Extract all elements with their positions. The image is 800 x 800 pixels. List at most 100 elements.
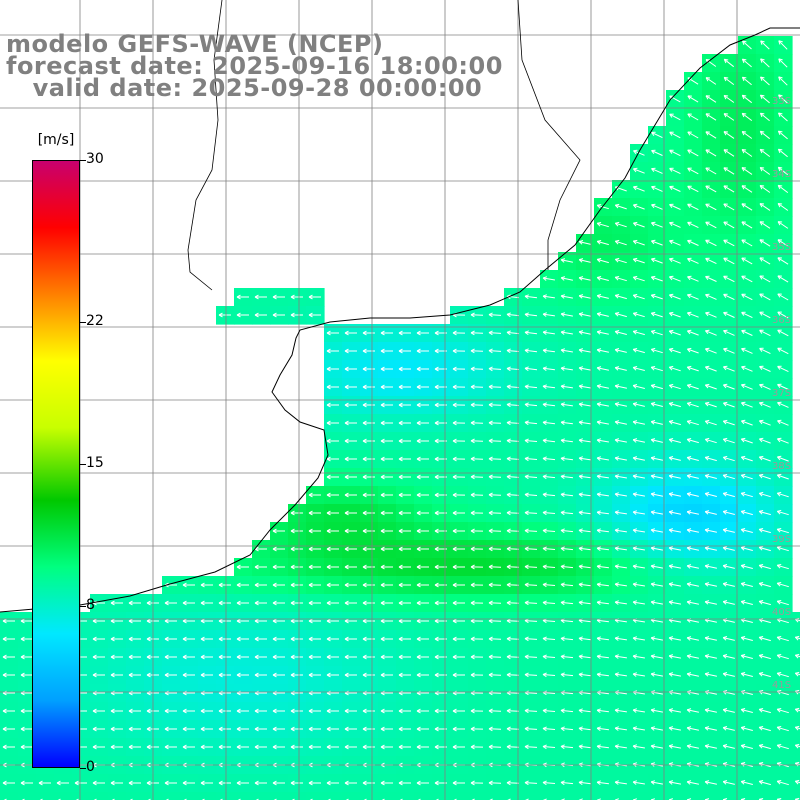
wind-arrow <box>741 58 752 68</box>
wind-arrow <box>560 528 574 534</box>
wind-arrow <box>506 438 520 444</box>
latitude-label: 41S <box>772 680 791 691</box>
wind-arrow <box>560 384 573 389</box>
wind-arrow <box>632 420 646 425</box>
wind-arrow <box>398 438 411 444</box>
wind-arrow <box>470 330 484 336</box>
wind-speed-cell <box>0 792 19 800</box>
wind-arrow <box>632 366 645 371</box>
wind-arrow <box>470 438 484 444</box>
wind-arrow <box>740 492 753 498</box>
wind-arrow <box>723 329 735 336</box>
wind-arrow <box>290 546 303 552</box>
wind-arrow <box>741 383 753 390</box>
wind-arrow <box>633 203 645 210</box>
wind-arrow <box>740 546 753 551</box>
wind-arrow <box>723 221 735 229</box>
wind-arrow <box>740 510 753 516</box>
wind-arrow <box>272 528 285 534</box>
wind-arrow <box>614 348 627 353</box>
latitude-label: 39S <box>772 534 791 545</box>
wind-arrow <box>650 546 663 551</box>
wind-arrow <box>326 330 339 336</box>
wind-speed-cell <box>324 792 343 800</box>
wind-arrow <box>686 546 699 551</box>
wind-arrow <box>705 221 717 229</box>
wind-arrow <box>398 528 411 534</box>
wind-arrow <box>669 293 681 300</box>
wind-arrow <box>651 257 663 264</box>
wind-arrow <box>778 112 788 122</box>
wind-arrow <box>650 384 663 390</box>
wind-arrow <box>236 312 249 318</box>
wind-arrow <box>542 510 556 516</box>
wind-arrow <box>524 474 538 480</box>
wind-speed-cell <box>792 630 800 649</box>
wind-arrow <box>542 312 555 317</box>
wind-arrow <box>398 348 411 354</box>
wind-arrow <box>380 510 393 516</box>
wind-arrow <box>650 366 663 372</box>
wind-arrow <box>759 401 771 408</box>
wind-arrow <box>596 546 609 551</box>
wind-arrow <box>741 347 753 354</box>
wind-arrow <box>687 185 699 193</box>
wind-arrow <box>344 348 357 354</box>
wind-arrow <box>380 456 393 462</box>
wind-arrow <box>759 185 771 193</box>
wind-arrow <box>272 564 285 570</box>
wind-arrow <box>290 528 303 534</box>
wind-arrow <box>704 437 717 444</box>
wind-speed-cell <box>54 792 73 800</box>
wind-arrow <box>722 546 735 551</box>
wind-arrow <box>344 456 357 462</box>
wind-arrow <box>722 455 735 462</box>
wind-arrow <box>759 167 771 175</box>
wind-arrow <box>741 221 753 229</box>
wind-arrow <box>326 564 339 570</box>
wind-speed-cell <box>342 792 361 800</box>
wind-arrow <box>777 166 789 176</box>
wind-arrow <box>578 294 592 299</box>
wind-arrow <box>723 149 735 157</box>
wind-speed-cell <box>792 720 800 739</box>
wind-arrow <box>506 528 520 534</box>
wind-speed-cell <box>414 792 433 800</box>
wind-arrow <box>759 329 771 337</box>
wind-arrow <box>326 402 339 408</box>
wind-arrow <box>560 294 573 299</box>
wind-arrow <box>633 167 645 174</box>
wind-arrow <box>452 564 465 570</box>
wind-arrow <box>362 474 375 480</box>
wind-arrow <box>722 474 735 480</box>
wind-arrow <box>668 365 681 372</box>
wind-arrow <box>704 456 717 462</box>
wind-arrow <box>524 438 538 444</box>
wind-arrow <box>380 330 393 336</box>
wind-arrow <box>651 239 663 246</box>
wind-arrow <box>416 402 429 408</box>
wind-speed-cell <box>612 792 631 800</box>
wind-speed-cell <box>432 792 451 800</box>
wind-arrow <box>524 384 538 390</box>
wind-arrow <box>416 474 429 480</box>
wind-arrow <box>416 438 429 444</box>
wind-arrow <box>578 312 591 317</box>
wind-arrow <box>380 384 393 390</box>
wind-arrow <box>524 312 538 318</box>
wind-arrow <box>778 76 788 86</box>
wind-arrow <box>470 312 484 318</box>
wind-speed-cell <box>486 792 505 800</box>
wind-arrow <box>686 492 699 497</box>
wind-arrow <box>380 438 393 444</box>
wind-arrow <box>578 510 592 516</box>
wind-arrow <box>614 276 627 282</box>
wind-speed-cell <box>396 792 415 800</box>
wind-arrow <box>778 40 788 50</box>
wind-arrow <box>362 402 375 408</box>
wind-arrow <box>759 365 771 372</box>
wind-arrow <box>759 203 771 211</box>
wind-arrow <box>578 456 591 461</box>
wind-arrow <box>651 185 663 192</box>
